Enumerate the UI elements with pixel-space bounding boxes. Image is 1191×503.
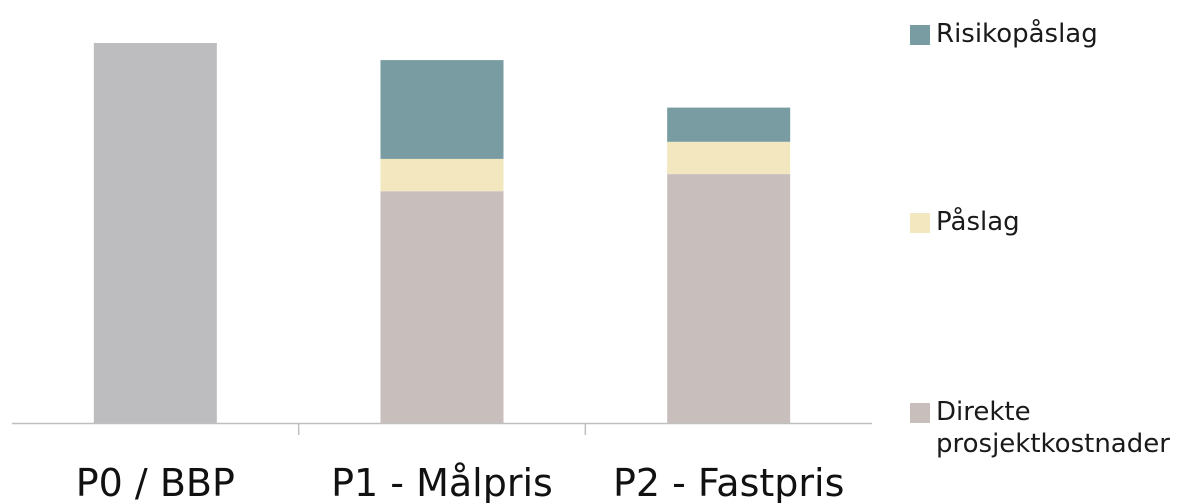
x-tick-labels: P0 / BBP P1 - Målpris P2 - Fastpris xyxy=(76,461,845,503)
bar-p2-fastpris-series-2 xyxy=(667,141,791,175)
x-tick-label-p1-malpris: P1 - Målpris xyxy=(331,461,553,503)
bar-p1-malpris-series-2 xyxy=(380,158,504,192)
bar-p2-fastpris-series-1 xyxy=(667,174,791,423)
x-axis xyxy=(12,422,872,435)
bar-p1-malpris-series-3 xyxy=(380,60,504,159)
bar-p1-malpris-series-1 xyxy=(380,191,504,423)
bar-p2-fastpris-series-3 xyxy=(667,107,791,142)
bar-p0-bbp-series-0 xyxy=(93,43,217,423)
x-tick-label-p0-bbp: P0 / BBP xyxy=(76,461,235,503)
x-tick-label-p2-fastpris: P2 - Fastpris xyxy=(613,461,844,503)
bars-group xyxy=(93,43,791,423)
